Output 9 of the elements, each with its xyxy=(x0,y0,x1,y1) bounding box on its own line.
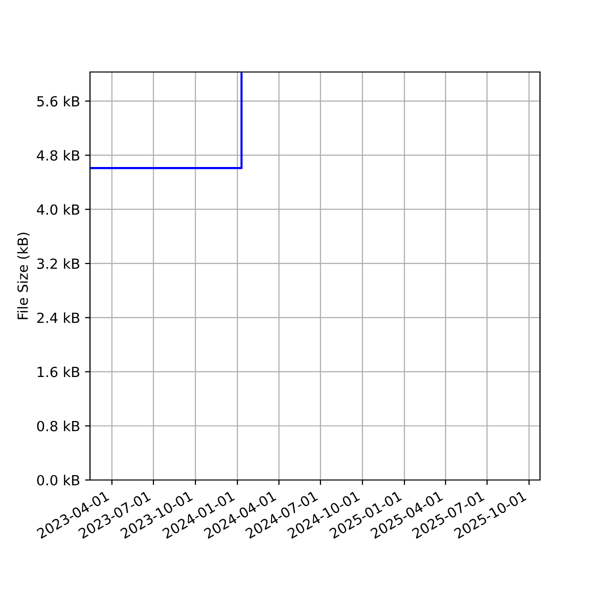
y-tick-label: 5.6 kB xyxy=(37,96,80,107)
y-tick-label: 1.6 kB xyxy=(38,366,80,378)
y-tick-label: 4.8 kB xyxy=(36,150,80,161)
y-tick-label: 2.4 kB xyxy=(37,312,80,323)
y-tick-label: 4.0 kB xyxy=(36,204,80,215)
y-tick-label: 0.0 kB xyxy=(37,474,80,486)
y-axis-title: File Size (kB) xyxy=(17,232,30,320)
y-tick-label: 0.8 kB xyxy=(37,420,80,432)
y-tick-label: 3.2 kB xyxy=(37,258,80,269)
